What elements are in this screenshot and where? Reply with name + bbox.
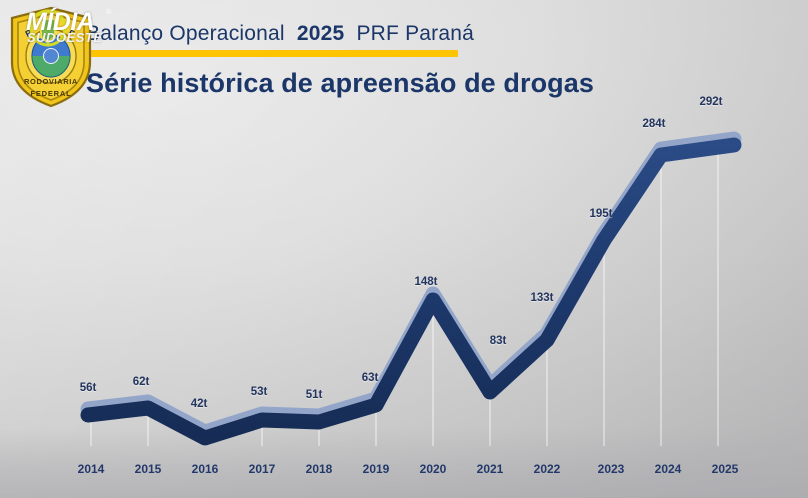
chart-gridlines — [90, 145, 719, 446]
watermark-registered-mark: ® — [106, 9, 112, 16]
header-accent-bar — [86, 50, 458, 57]
watermark-subtitle: SUDOESTE — [27, 30, 103, 45]
header-eyebrow-suffix: PRF Paraná — [356, 22, 475, 45]
x-label-2019: 2019 — [362, 462, 390, 476]
x-label-2020: 2020 — [419, 462, 447, 476]
svg-text:P: P — [24, 28, 34, 40]
point-label-2020: 148t — [414, 276, 438, 288]
point-label-2016: 42t — [190, 398, 208, 410]
chart-line-highlight — [80, 131, 742, 440]
chart-line-series — [80, 137, 742, 446]
watermark-title: MÍDIA — [26, 8, 95, 36]
svg-text:RODOVIARIA: RODOVIARIA — [24, 77, 78, 86]
x-label-2024: 2024 — [654, 462, 682, 476]
point-label-2022: 133t — [530, 292, 554, 304]
svg-text:FEDERAL: FEDERAL — [30, 89, 71, 98]
point-label-2014: 56t — [79, 382, 97, 394]
point-label-2024: 284t — [642, 118, 666, 130]
point-label-2015: 62t — [132, 376, 150, 388]
x-label-2016: 2016 — [191, 462, 219, 476]
point-label-2019: 63t — [361, 372, 379, 384]
x-label-2014: 2014 — [77, 462, 105, 476]
x-label-2023: 2023 — [597, 462, 625, 476]
page-title: Série histórica de apreensão de drogas — [86, 68, 594, 98]
midia-sudoeste-watermark-icon — [29, 9, 67, 47]
point-label-2025: 292t — [699, 96, 723, 108]
header-eyebrow-year: 2025 — [296, 22, 345, 45]
x-label-2021: 2021 — [476, 462, 504, 476]
point-label-2021: 83t — [489, 335, 507, 347]
x-label-2015: 2015 — [134, 462, 162, 476]
x-label-2022: 2022 — [533, 462, 561, 476]
header-eyebrow-prefix: Balanço Operacional — [86, 22, 285, 45]
x-label-2018: 2018 — [305, 462, 333, 476]
slide-header: Balanço Operacional 2025 PRF Paraná Séri… — [0, 0, 808, 112]
background-bottom-shade — [0, 428, 808, 498]
x-label-2025: 2025 — [711, 462, 739, 476]
header-eyebrow: Balanço Operacional 2025 PRF Paraná — [86, 22, 474, 46]
svg-text:F: F — [67, 28, 77, 40]
point-label-2017: 53t — [250, 386, 268, 398]
point-label-2023: 195t — [589, 208, 613, 220]
x-label-2017: 2017 — [248, 462, 276, 476]
point-label-2018: 51t — [305, 389, 323, 401]
